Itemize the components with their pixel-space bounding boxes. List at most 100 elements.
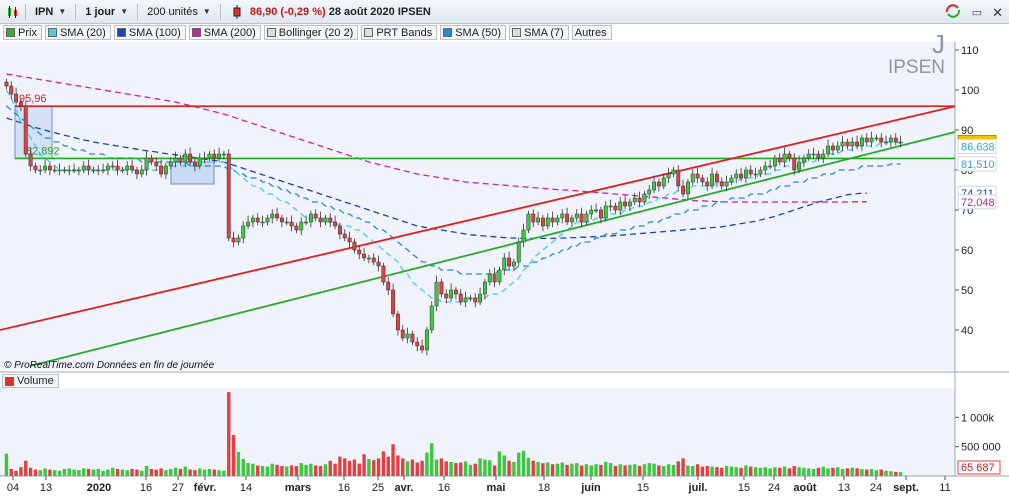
candle-body (154, 161, 159, 167)
volume-bar (125, 470, 129, 476)
volume-bar (449, 461, 453, 476)
legend-item-sma7[interactable]: SMA (7) (509, 25, 569, 40)
volume-bar (865, 469, 869, 476)
candle-body (221, 153, 226, 156)
volume-bar (502, 455, 506, 476)
x-tick-label: 16 (140, 482, 152, 494)
high-level-label: 95,96 (19, 93, 47, 105)
units-selector[interactable]: 200 unités ▼ (141, 2, 217, 22)
volume-bar (560, 462, 564, 476)
candle-body (782, 153, 787, 163)
legend-item-bollinger[interactable]: Bollinger (20 2) (263, 25, 359, 40)
candle-body (603, 205, 608, 219)
candle-body (246, 221, 251, 227)
x-tick-label: 11 (939, 482, 950, 494)
volume-bar (662, 466, 666, 476)
candle-body (768, 165, 773, 168)
volume-bar (410, 459, 415, 476)
candle-body (690, 173, 695, 183)
units-label: 200 unités (147, 5, 198, 18)
legend-item-sma200[interactable]: SMA (200) (188, 25, 261, 40)
candle-body (623, 201, 628, 207)
legend-item-prt-bands[interactable]: PRT Bands (361, 25, 438, 40)
legend-item-prix[interactable]: Prix (3, 25, 42, 40)
volume-bar (497, 451, 502, 476)
volume-bar (531, 460, 535, 476)
refresh-icon[interactable] (944, 3, 962, 22)
chevron-down-icon: ▼ (58, 7, 67, 16)
candle-body (386, 281, 391, 291)
volume-bar (517, 452, 521, 476)
volume-bar (144, 466, 149, 476)
volume-bar (425, 452, 429, 476)
candle-body (608, 205, 613, 208)
volume-bar (323, 464, 328, 476)
x-tick-label: 14 (240, 482, 252, 494)
sma-20-line (5, 89, 901, 303)
toolbar: IPN ▼ 1 jour ▼ 200 unités ▼ 86,90 (-0,29 %)… (0, 0, 1009, 24)
source-note: © ProRealTime.com Données en fin de jour… (4, 360, 215, 371)
candle-body (434, 281, 439, 307)
x-tick-label: 04 (7, 482, 19, 494)
volume-bar (53, 470, 57, 476)
legend-label: SMA (7) (524, 26, 564, 39)
volume-bar (821, 466, 825, 476)
volume-bar (541, 463, 545, 476)
candle-body (473, 297, 478, 303)
volume-bar (720, 467, 724, 476)
candle-body (468, 297, 473, 300)
price-tick-label: 90 (961, 125, 973, 137)
candle-body (313, 213, 318, 219)
volume-bar (686, 465, 690, 476)
candle-body (197, 157, 202, 167)
color-swatch (364, 28, 374, 37)
legend-item-sma20[interactable]: SMA (20) (44, 25, 111, 40)
volume-bar (91, 469, 96, 476)
volume-bar (773, 467, 777, 476)
candle-body (714, 173, 719, 183)
volume-bar (207, 468, 212, 476)
volume-bar (744, 465, 748, 476)
volume-bar (188, 469, 192, 476)
volume-bar (492, 465, 497, 476)
color-swatch (443, 28, 453, 37)
x-tick-label: 18 (538, 482, 550, 494)
volume-bar (439, 458, 444, 476)
legend-item-sma50[interactable]: SMA (50) (440, 25, 507, 40)
candle-body (482, 281, 487, 295)
candle-body (318, 217, 323, 223)
x-tick-label: mai (487, 482, 506, 494)
volume-bar (512, 461, 516, 476)
candle-body (531, 213, 536, 223)
color-swatch (5, 376, 14, 386)
volume-bar (792, 466, 796, 476)
legend-item-sma100[interactable]: SMA (100) (113, 25, 186, 40)
volume-bar (681, 458, 685, 476)
candle-body (888, 137, 893, 143)
volume-bar (589, 465, 593, 476)
candle-body (816, 153, 821, 159)
close-icon[interactable]: ✕ (992, 4, 1003, 20)
symbol-selector[interactable]: IPN ▼ (29, 2, 72, 22)
volume-bar (405, 461, 410, 476)
legend-item-autres[interactable]: Autres (571, 25, 612, 40)
period-selector[interactable]: 1 jour ▼ (79, 2, 134, 22)
separator (25, 3, 26, 20)
volume-bar (347, 460, 352, 476)
candle-body (38, 169, 43, 172)
volume-panel-title[interactable]: Volume (2, 374, 59, 388)
indicator-legend: Prix SMA (20) SMA (100) SMA (200) Bollin… (0, 25, 612, 41)
candle-body (758, 169, 763, 175)
minimize-icon[interactable]: ▭ (971, 7, 983, 19)
price-tick-label: 110 (961, 45, 979, 57)
price-badge-label: 86,638 (961, 141, 995, 153)
candle-body (212, 153, 217, 159)
candle-body (850, 141, 855, 147)
candlestick-icon[interactable] (4, 3, 22, 21)
candle-body (497, 269, 502, 283)
volume-bar (874, 470, 879, 476)
candle-body (705, 181, 710, 187)
volume-bar (695, 464, 700, 476)
candle-body (656, 181, 661, 187)
